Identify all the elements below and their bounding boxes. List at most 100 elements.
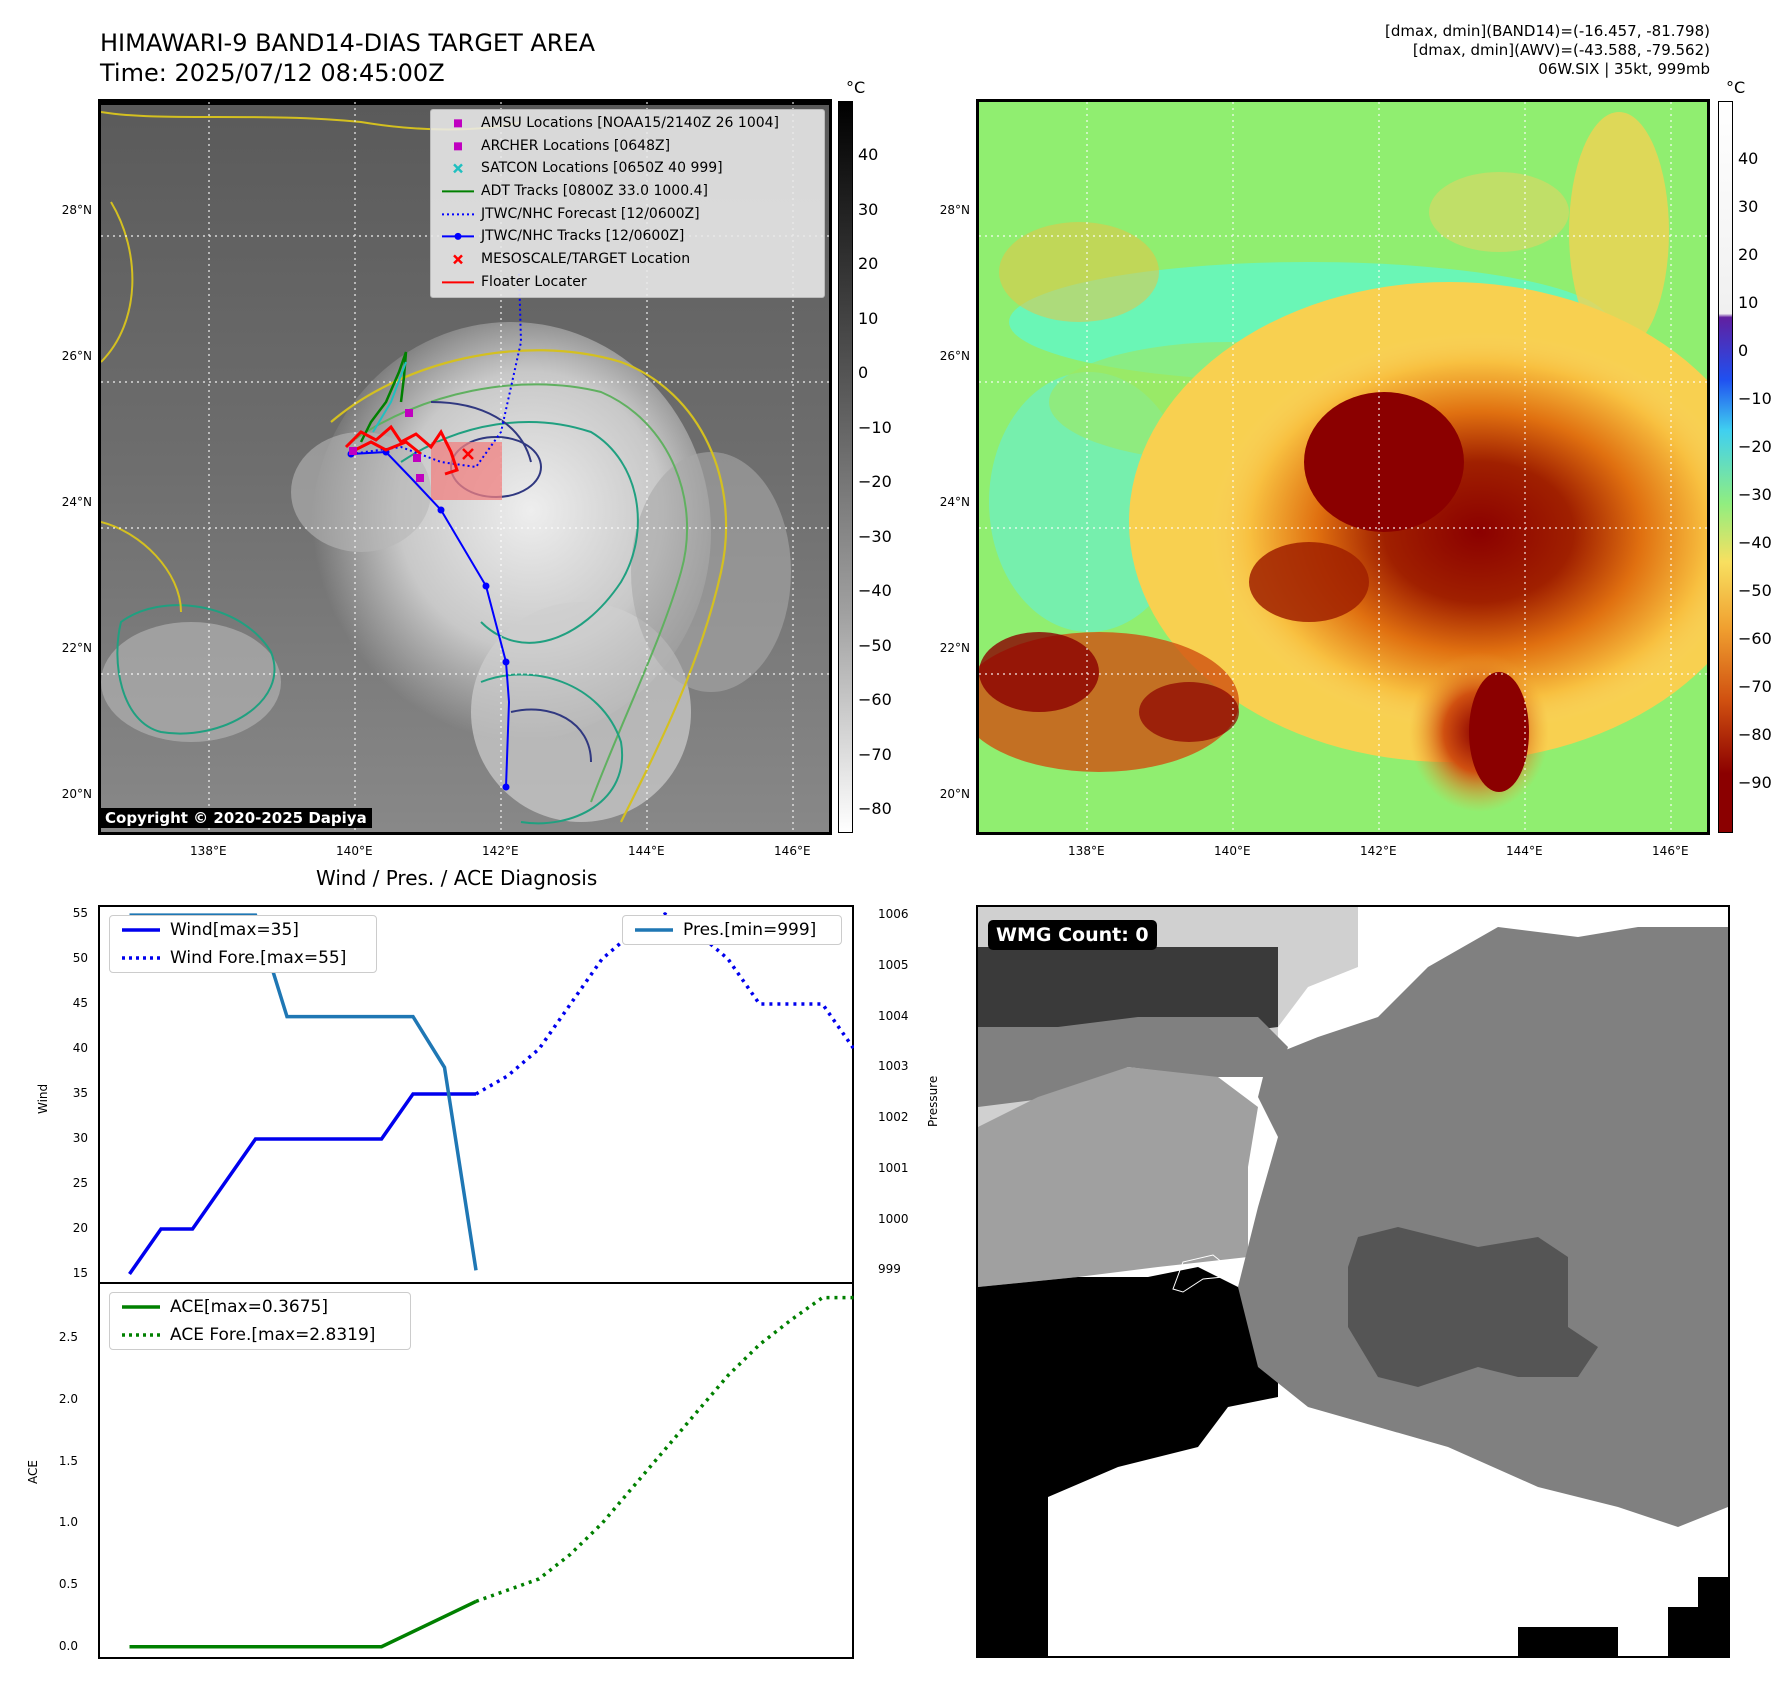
map-legend-symbol <box>442 213 474 216</box>
wind-pressure-chart <box>98 905 854 1659</box>
figure-title: HIMAWARI-9 BAND14-DIAS TARGET AREA Time:… <box>100 28 595 88</box>
pressure-legend-entry: Pres.[min=999] <box>623 916 841 944</box>
colorbar-tick-label: 20 <box>858 254 879 274</box>
right-colorbar <box>1718 101 1733 833</box>
title-time: Time: 2025/07/12 08:45:00Z <box>100 59 445 87</box>
pressure-legend-label: Pres.[min=999] <box>683 920 817 940</box>
copyright-label: Copyright © 2020-2025 Dapiya <box>100 808 372 828</box>
colorbar-tick-label: −60 <box>1738 628 1772 648</box>
colorbar-tick-label: −30 <box>858 526 892 546</box>
lon-tick-label: 142°E <box>1360 844 1397 858</box>
map-legend-entry: SATCON Locations [0650Z 40 999] <box>431 157 824 180</box>
wind-fore-legend-label: Wind Fore.[max=55] <box>170 948 347 968</box>
lat-tick-label: 28°N <box>939 202 970 217</box>
ace-legend-entry: ACE[max=0.3675] <box>110 1293 410 1321</box>
wind-legend-label: Wind[max=35] <box>170 920 299 940</box>
series-line <box>128 1092 476 1276</box>
right-awv-map <box>976 99 1710 835</box>
colorbar-tick-label: 30 <box>858 199 879 219</box>
series-line <box>129 1599 477 1649</box>
lat-tick-label: 20°N <box>939 786 970 801</box>
lon-tick-label: 146°E <box>774 844 811 858</box>
colorbar-tick-label: −50 <box>858 635 892 655</box>
ace-legend-label: ACE[max=0.3675] <box>170 1297 328 1317</box>
colorbar-tick-label: 40 <box>858 145 879 165</box>
ace-tick-label: 2.0 <box>58 1392 78 1407</box>
pressure-tick-label: 1001 <box>878 1160 909 1175</box>
wind-legend: Wind[max=35] Wind Fore.[max=55] <box>109 915 377 973</box>
stats-awv: [dmax, dmin](AWV)=(-43.588, -79.562) <box>1412 41 1710 59</box>
wind-fore-legend-line <box>122 956 160 960</box>
colorbar-tick-label: 30 <box>1738 196 1759 216</box>
wind-tick-label: 30 <box>72 1131 88 1145</box>
pressure-tick-label: 1002 <box>878 1110 909 1125</box>
colorbar-tick-label: −40 <box>858 581 892 601</box>
map-legend-symbol <box>442 281 474 284</box>
ace-fore-legend-entry: ACE Fore.[max=2.8319] <box>110 1321 410 1349</box>
colorbar-tick-label: −50 <box>1738 580 1772 600</box>
map-legend-entry: MESOSCALE/TARGET Location <box>431 248 824 271</box>
lat-tick-label: 26°N <box>61 348 92 363</box>
stats-band14: [dmax, dmin](BAND14)=(-16.457, -81.798) <box>1385 22 1710 40</box>
wind-tick-label: 15 <box>72 1266 88 1280</box>
series-line <box>475 1295 854 1604</box>
wind-tick-label: 35 <box>72 1086 88 1100</box>
ace-fore-legend-line <box>122 1333 160 1337</box>
map-legend-symbol <box>442 190 474 193</box>
lat-tick-label: 22°N <box>61 640 92 655</box>
map-legend-label: AMSU Locations [NOAA15/2140Z 26 1004] <box>481 115 780 131</box>
map-legend-label: JTWC/NHC Forecast [12/0600Z] <box>481 205 700 222</box>
wmg-panel <box>976 905 1730 1658</box>
ace-legend-line <box>122 1305 160 1309</box>
ace-tick-label: 0.5 <box>58 1577 78 1592</box>
map-legend-entry: JTWC/NHC Forecast [12/0600Z] <box>431 203 824 226</box>
lat-tick-label: 26°N <box>939 348 970 363</box>
wind-tick-label: 50 <box>72 951 88 965</box>
map-legend-symbol <box>454 142 462 151</box>
lat-tick-label: 24°N <box>939 494 970 509</box>
wmg-count-badge: WMG Count: 0 <box>988 920 1157 950</box>
colorbar-tick-label: −20 <box>858 472 892 492</box>
ace-axis-label: ACE <box>26 1460 40 1484</box>
lon-tick-label: 138°E <box>190 844 227 858</box>
map-legend-label: MESOSCALE/TARGET Location <box>481 251 691 268</box>
left-colorbar-unit: °C <box>846 78 866 97</box>
wind-fore-legend-entry: Wind Fore.[max=55] <box>110 944 376 972</box>
pressure-legend-line <box>635 928 673 932</box>
lat-tick-label: 28°N <box>61 202 92 217</box>
map-legend-entry: Floater Locater <box>431 271 824 294</box>
left-colorbar <box>838 101 853 833</box>
map-legend-entry: AMSU Locations [NOAA15/2140Z 26 1004] <box>431 112 824 135</box>
lat-tick-label: 20°N <box>61 786 92 801</box>
pressure-legend: Pres.[min=999] <box>622 915 842 945</box>
lat-tick-label: 24°N <box>61 494 92 509</box>
colorbar-tick-label: −20 <box>1738 436 1772 456</box>
map-legend-entry: ARCHER Locations [0648Z] <box>431 135 824 158</box>
colorbar-tick-label: 20 <box>1738 244 1759 264</box>
colorbar-tick-label: −90 <box>1738 772 1772 792</box>
colorbar-tick-label: −10 <box>858 417 892 437</box>
wmg-category-image <box>978 907 1728 1656</box>
pressure-tick-label: 1004 <box>878 1008 909 1023</box>
pressure-tick-label: 1006 <box>878 907 909 922</box>
map-legend-symbol <box>442 233 474 241</box>
lon-tick-label: 140°E <box>336 844 373 858</box>
lon-tick-label: 140°E <box>1214 844 1251 858</box>
colorbar-tick-label: −80 <box>1738 724 1772 744</box>
colorbar-tick-label: 10 <box>858 308 879 328</box>
colorbar-tick-label: −70 <box>858 744 892 764</box>
colorbar-tick-label: −70 <box>1738 676 1772 696</box>
right-colorbar-unit: °C <box>1726 78 1746 97</box>
pressure-tick-label: 1005 <box>878 957 909 972</box>
map-legend-label: Floater Locater <box>481 273 587 290</box>
diagnosis-title: Wind / Pres. / ACE Diagnosis <box>316 866 598 890</box>
colorbar-tick-label: 40 <box>1738 148 1759 168</box>
right-awv-map-image <box>979 102 1707 832</box>
pressure-tick-label: 1000 <box>878 1211 909 1226</box>
lon-tick-label: 138°E <box>1068 844 1105 858</box>
lat-tick-label: 22°N <box>939 640 970 655</box>
colorbar-tick-label: −40 <box>1738 532 1772 552</box>
map-legend-label: ARCHER Locations [0648Z] <box>481 137 671 154</box>
map-legend-label: ADT Tracks [0800Z 33.0 1000.4] <box>481 183 708 200</box>
wind-tick-label: 20 <box>72 1221 88 1235</box>
